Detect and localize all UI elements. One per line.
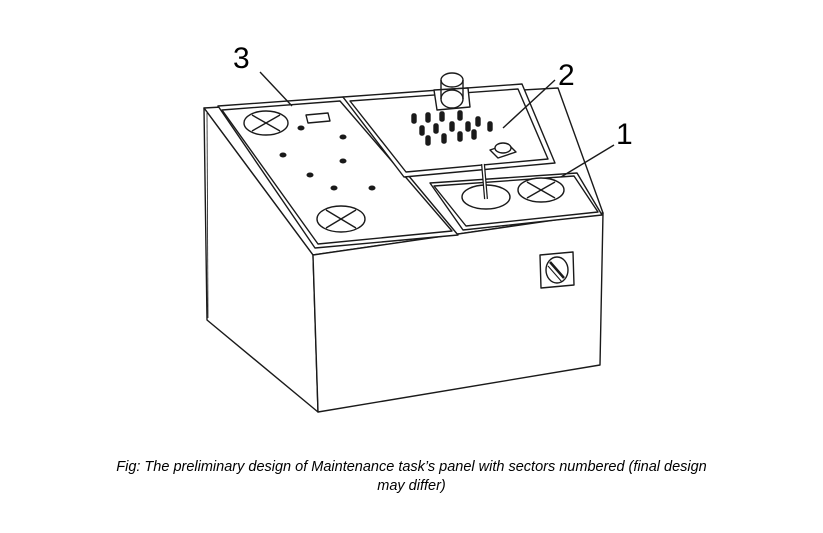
callout-3-leader <box>259 71 293 107</box>
panel-illustration: 3 2 1 <box>203 42 633 413</box>
indicator-lights <box>279 125 376 191</box>
figure-caption: Fig: The preliminary design of Maintenan… <box>0 458 823 496</box>
test-pins <box>411 110 493 146</box>
callout-1: 1 <box>616 118 633 151</box>
callout-1-leader <box>560 144 615 178</box>
round-socket <box>433 72 471 111</box>
sector-3-panel <box>217 96 459 249</box>
slot-opening <box>305 112 331 124</box>
caption-line-1: Fig: The preliminary design of Maintenan… <box>116 459 707 475</box>
caption-line-2: may differ) <box>377 478 446 494</box>
sector-2-panel <box>342 72 556 178</box>
round-connector-left-bottom <box>316 205 366 233</box>
rotary-switch <box>539 251 575 289</box>
sector-1-panel <box>429 163 603 231</box>
callout-2: 2 <box>558 59 575 92</box>
round-connector-left-top <box>243 110 289 136</box>
square-button <box>489 142 517 159</box>
callout-3: 3 <box>233 42 250 75</box>
callout-2-leader <box>502 79 556 129</box>
round-connector-right-right <box>517 177 565 203</box>
lever <box>481 163 488 200</box>
